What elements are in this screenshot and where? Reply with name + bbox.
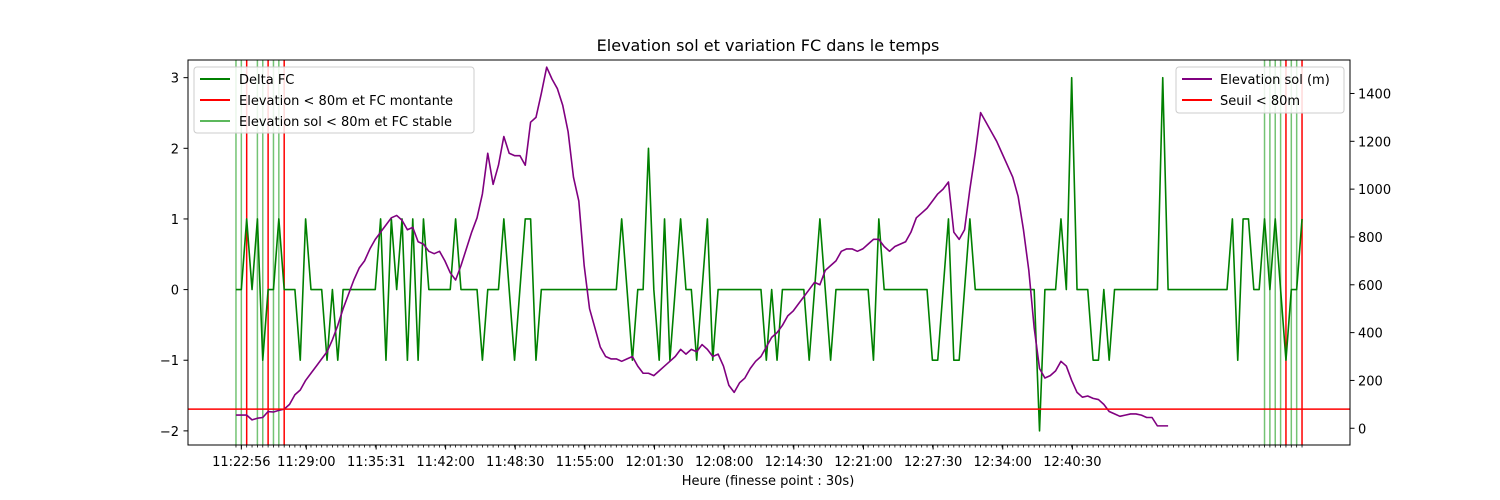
x-tick-label: 11:22:56: [212, 455, 270, 470]
y-left-tick-label: 3: [171, 72, 179, 87]
legend-label-seuil: Seuil < 80m: [1220, 94, 1300, 109]
y-left-tick-label: 1: [171, 213, 179, 228]
x-tick-label: 11:48:30: [486, 455, 544, 470]
y-left-tick-label: 0: [171, 284, 179, 299]
x-tick-label: 11:35:31: [347, 455, 405, 470]
y-right-tick-label: 400: [1358, 327, 1383, 342]
legend-label-fc-montante: Elevation < 80m et FC montante: [239, 94, 453, 109]
y-right-tick-label: 800: [1358, 231, 1383, 246]
y-right-tick-label: 0: [1358, 422, 1366, 437]
x-axis-label: Heure (finesse point : 30s): [682, 474, 855, 489]
x-tick-label: 12:21:00: [834, 455, 892, 470]
chart-title: Elevation sol et variation FC dans le te…: [597, 36, 940, 55]
y-right-tick-label: 1200: [1358, 135, 1391, 150]
legend-label-delta-fc: Delta FC: [239, 73, 294, 88]
legend-label-fc-stable: Elevation sol < 80m et FC stable: [239, 115, 452, 130]
y-right-tick-label: 1000: [1358, 183, 1391, 198]
y-right-tick-label: 200: [1358, 374, 1383, 389]
series-delta-fc-line: [235, 76, 1303, 432]
x-tick-label: 11:55:00: [556, 455, 614, 470]
series-elevation-line: [235, 66, 1169, 427]
y-left-tick-label: 2: [171, 142, 179, 157]
x-tick-label: 12:27:30: [904, 455, 962, 470]
y-right-tick-label: 1400: [1358, 87, 1391, 102]
y-left-tick-label: −2: [160, 425, 179, 440]
y-axis-left: −2 −1 0 1 2 3: [160, 72, 188, 440]
x-axis: 11:22:56 11:29:00 11:35:31 11:42:00 11:48:30…: [212, 445, 1303, 470]
x-tick-label: 12:40:30: [1043, 455, 1101, 470]
legend-label-elevation: Elevation sol (m): [1220, 73, 1330, 88]
legend-right: Elevation sol (m) Seuil < 80m: [1175, 66, 1345, 114]
x-tick-label: 11:42:00: [416, 455, 474, 470]
plot-frame: [187, 59, 1351, 446]
legend-left-box: [193, 66, 475, 134]
y-axis-right: 0 200 400 600 800 1000 1200 1400: [1350, 87, 1391, 437]
legend-left: Delta FC Elevation < 80m et FC montante …: [193, 66, 475, 134]
x-tick-label: 12:01:30: [625, 455, 683, 470]
x-tick-label: 12:14:30: [765, 455, 823, 470]
y-left-tick-label: −1: [160, 354, 179, 369]
x-tick-label: 11:29:00: [277, 455, 335, 470]
x-tick-label: 12:34:00: [974, 455, 1032, 470]
x-tick-label: 12:08:00: [695, 455, 753, 470]
y-right-tick-label: 600: [1358, 279, 1383, 294]
legend-right-box: [1175, 66, 1345, 114]
